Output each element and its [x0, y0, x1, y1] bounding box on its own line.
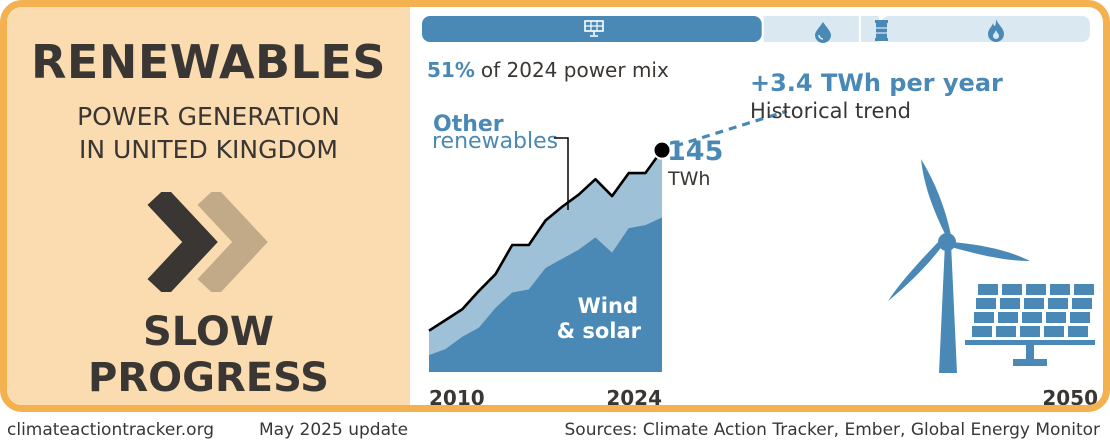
chart-panel: 51% of 2024 power mix Other renewables Wi…	[410, 7, 1103, 405]
solar-cell	[1026, 284, 1046, 295]
trend-line	[661, 109, 788, 152]
solar-base	[1013, 359, 1047, 366]
total-value-label: 145	[667, 136, 723, 167]
solar-cell	[976, 298, 996, 309]
solar-cell	[1022, 312, 1042, 323]
total-unit-label: TWh	[667, 168, 710, 190]
solar-cell	[1000, 298, 1020, 309]
footer-update: May 2025 update	[259, 420, 409, 440]
infographic-frame: RENEWABLES POWER GENERATION IN UNITED KI…	[0, 0, 1110, 412]
rating-line-2: PROGRESS	[88, 355, 329, 401]
series-label-leader	[554, 137, 569, 210]
mix-bar-segment	[880, 16, 1090, 42]
footer-sources: Sources: Climate Action Tracker, Ember, …	[564, 420, 1101, 440]
solar-cell	[972, 326, 992, 337]
solar-frame	[965, 340, 1095, 345]
solar-cell	[996, 326, 1016, 337]
series-label-wind-line-2: & solar	[557, 319, 642, 343]
endpoint-marker	[652, 140, 672, 160]
series-label-wind-line-1: Wind	[578, 294, 638, 318]
solar-cell	[1072, 298, 1092, 309]
area-wind-solar	[429, 217, 662, 372]
subtitle-line-2: IN UNITED KINGDOM	[79, 135, 338, 164]
solar-cell	[974, 312, 994, 323]
solar-cell	[1068, 326, 1088, 337]
solar-cell	[978, 284, 998, 295]
double-chevron-right-icon	[147, 192, 268, 292]
trend-sublabel: Historical trend	[750, 99, 911, 123]
solar-panel-array-icon	[965, 284, 1095, 366]
solar-cell	[1044, 326, 1064, 337]
chart-lines	[428, 109, 788, 332]
solar-cell	[1046, 312, 1066, 323]
renewables-chart: 51% of 2024 power mix Other renewables Wi…	[422, 16, 1098, 410]
barrel-icon	[875, 20, 888, 41]
subtitle: POWER GENERATION IN UNITED KINGDOM	[7, 100, 410, 166]
subtitle-line-1: POWER GENERATION	[77, 102, 340, 131]
solar-cell	[1074, 284, 1094, 295]
mix-share-value: 51%	[427, 58, 475, 82]
solar-cell	[1070, 312, 1090, 323]
flame-icon	[988, 19, 1004, 42]
rating-line-1: SLOW	[143, 309, 274, 355]
solar-cell	[998, 312, 1018, 323]
mix-bar-segment	[860, 16, 879, 42]
x-tick-label: 2050	[1042, 386, 1098, 410]
x-tick-label: 2010	[429, 386, 485, 410]
solar-cell	[1002, 284, 1022, 295]
series-label-other-line-2: renewables	[432, 129, 558, 154]
solar-cell	[1048, 298, 1068, 309]
solar-cell	[1020, 326, 1040, 337]
trend-label: +3.4 TWh per year	[750, 69, 1003, 97]
mix-share-label: 51% of 2024 power mix	[427, 58, 669, 82]
solar-cell	[1024, 298, 1044, 309]
mix-bar-segment	[422, 16, 762, 42]
power-mix-bar	[422, 16, 1090, 42]
solar-cell	[1050, 284, 1070, 295]
chart-areas	[429, 150, 662, 372]
x-tick-label: 2024	[606, 386, 662, 410]
page-title: RENEWABLES	[31, 35, 386, 89]
x-tick-labels: 2010 2024 2050	[429, 386, 1098, 410]
mix-share-text: of 2024 power mix	[481, 58, 669, 82]
total-line	[428, 149, 664, 332]
rating-label: SLOW PROGRESS	[7, 309, 410, 401]
solar-panel-icon	[584, 20, 604, 37]
mix-bar-segment	[763, 16, 859, 42]
water-drop-icon	[815, 22, 831, 43]
left-panel: RENEWABLES POWER GENERATION IN UNITED KI…	[7, 7, 410, 405]
wind-turbine-icon	[888, 159, 1030, 373]
series-label-other-line-1: Other	[433, 112, 504, 137]
solar-post	[1026, 345, 1034, 360]
footer-site: climateactiontracker.org	[7, 420, 215, 440]
